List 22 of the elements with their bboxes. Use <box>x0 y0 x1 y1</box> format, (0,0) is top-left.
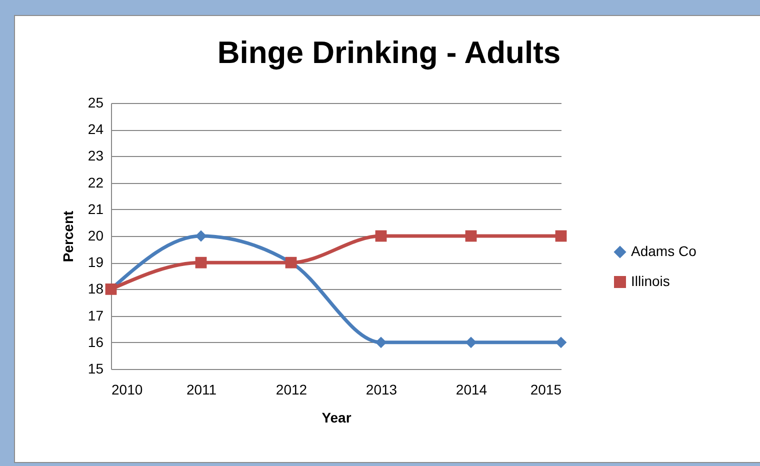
y-axis-title: Percent <box>60 210 76 262</box>
y-tick-label: 22 <box>88 174 104 190</box>
y-tick-label: 25 <box>88 94 104 110</box>
y-tick-label: 16 <box>88 334 104 350</box>
legend-label: Illinois <box>631 273 670 289</box>
y-tick-label: 18 <box>88 280 104 297</box>
x-tick-label: 2014 <box>456 382 488 398</box>
legend-label: Adams Co <box>631 243 697 259</box>
y-tick-label: 21 <box>88 200 104 217</box>
y-tick-label: 15 <box>88 360 104 376</box>
y-tick-label: 19 <box>88 254 104 270</box>
chart-title: Binge Drinking - Adults <box>217 35 561 70</box>
y-tick-label: 24 <box>88 121 104 138</box>
y-tick-label: 23 <box>88 148 104 164</box>
x-tick-label: 2012 <box>276 382 308 398</box>
x-tick-label: 2013 <box>366 382 398 398</box>
x-tick-label: 2010 <box>112 382 143 398</box>
x-tick-label: 2011 <box>186 382 217 398</box>
x-axis-title: Year <box>322 410 352 426</box>
y-tick-label: 20 <box>88 228 104 244</box>
x-tick-label: 2015 <box>530 382 562 398</box>
y-tick-label: 17 <box>88 307 104 324</box>
